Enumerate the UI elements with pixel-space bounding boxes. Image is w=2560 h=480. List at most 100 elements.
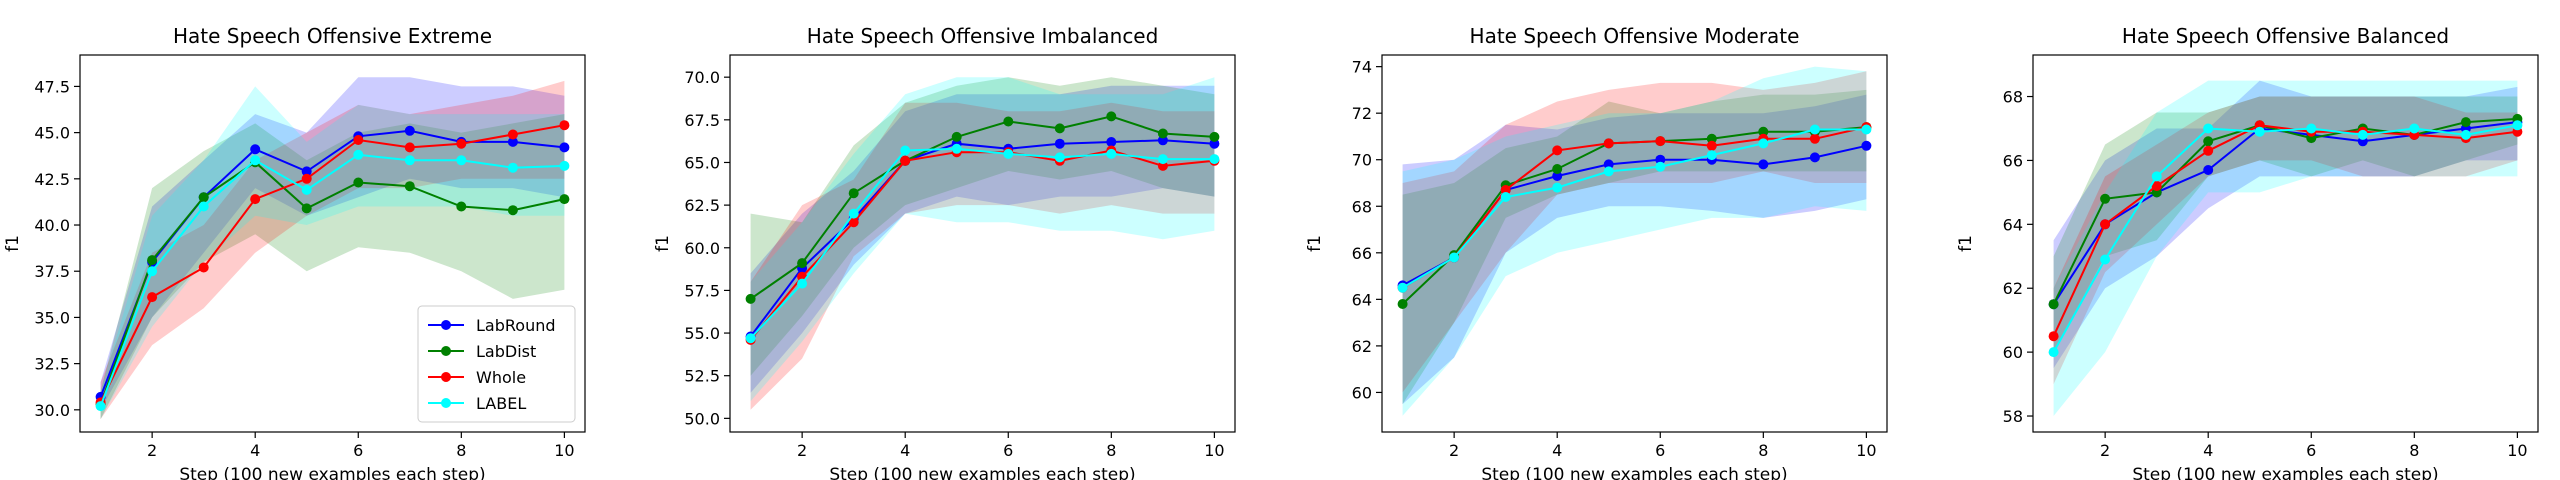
data-point-label (1500, 192, 1511, 202)
data-point-labdist (2048, 299, 2059, 310)
band-labdist (1402, 89, 1867, 405)
band-label (750, 77, 1215, 402)
legend-marker-labround (441, 320, 451, 330)
data-point-labdist (404, 181, 415, 192)
data-point-labdist (1003, 116, 1014, 127)
data-point-label (250, 155, 261, 166)
data-point-label (2460, 129, 2471, 140)
data-point-labround (1809, 152, 1820, 163)
data-point-label (456, 155, 467, 166)
data-point-label (301, 184, 312, 195)
data-point-labround (559, 142, 570, 153)
x-axis-label: Step (100 new examples each step) (2132, 465, 2438, 480)
y-tick-label: 60 (2003, 343, 2023, 362)
axes-frame (1381, 54, 1888, 433)
band-labround (1402, 94, 1867, 405)
data-point-whole (2203, 145, 2214, 156)
data-point-whole (2048, 331, 2059, 342)
y-tick-label: 72 (1352, 104, 1372, 123)
chart-title: Hate Speech Offensive Moderate (1470, 24, 1800, 48)
data-point-label (2254, 126, 2265, 137)
y-tick-label: 42.5 (34, 170, 70, 189)
band-whole (2053, 96, 2518, 385)
legend: LabRound LabDist Whole LABEL (417, 305, 576, 423)
data-point-labdist (1157, 128, 1168, 139)
data-point-labround (1054, 138, 1065, 149)
data-point-labround (1758, 159, 1769, 170)
x-tick-label: 10 (554, 441, 574, 460)
series-line-labdist (750, 115, 1215, 300)
legend-marker-label (441, 398, 451, 408)
legend-box (417, 305, 576, 423)
data-point-labround (1861, 140, 1872, 151)
data-point-label (2151, 171, 2162, 182)
data-point-label (951, 143, 962, 154)
y-tick-label: 70 (1352, 151, 1372, 170)
data-point-whole (1809, 133, 1820, 144)
data-point-labdist (198, 192, 209, 203)
y-tick-label: 74 (1352, 58, 1372, 77)
data-point-labround (250, 144, 261, 155)
chart-panel-1: 2 4 6 8 10 30.0 32.5 35.0 37.5 40.0 42.5 45.0 47.5 Ha… (3, 24, 586, 480)
x-axis-label: Step (100 new examples each step) (829, 465, 1135, 480)
data-point-whole (507, 129, 518, 140)
legend-label-labround: LabRound (476, 316, 556, 335)
axes-frame (729, 54, 1236, 433)
y-tick-label: 68 (1352, 197, 1372, 216)
data-point-label (2100, 254, 2111, 265)
x-tick-label: 2 (147, 441, 157, 460)
data-point-labround (2203, 165, 2214, 175)
x-axis-label: Step (100 new examples each step) (1481, 465, 1787, 480)
x-tick-label: 6 (1655, 441, 1665, 460)
series-line-label (749, 147, 1215, 339)
data-point-label (2409, 123, 2420, 134)
series-line-labdist (2052, 117, 2518, 305)
series-line-label (99, 153, 565, 407)
axes-frame (79, 54, 586, 433)
data-point-label (1809, 124, 1820, 135)
y-tick-label: 68 (2003, 88, 2023, 107)
x-tick-label: 6 (2306, 441, 2316, 460)
y-tick-label: 66 (1352, 244, 1372, 263)
series-line-whole (1402, 126, 1867, 289)
data-point-whole (1706, 140, 1717, 151)
data-point-labdist (1054, 123, 1065, 134)
data-point-label (353, 149, 364, 160)
data-point-labround (1106, 137, 1117, 147)
legend-marker-labdist (441, 346, 451, 356)
data-point-labdist (2100, 193, 2111, 204)
data-point-labdist (456, 201, 467, 212)
series-line-whole (99, 124, 565, 403)
x-tick-label: 4 (1552, 441, 1562, 460)
data-point-whole (353, 135, 364, 145)
data-point-label (2306, 123, 2317, 134)
band-whole (100, 80, 565, 420)
x-tick-label: 8 (456, 441, 466, 460)
data-point-whole (1552, 145, 1563, 156)
data-point-label (1655, 161, 1666, 172)
data-point-label (1157, 154, 1168, 165)
chart-panel-2: 2 4 6 8 10 50.0 52.5 55.0 57.5 60.0 62.5 65.0 67.5 70… (653, 24, 1236, 480)
data-point-label (1758, 138, 1769, 149)
y-tick-label: 45.0 (34, 124, 70, 143)
data-point-label (1706, 150, 1717, 161)
data-point-whole (147, 292, 158, 303)
data-point-label (1003, 148, 1014, 159)
data-point-labdist (301, 203, 312, 214)
data-point-label (2048, 347, 2059, 358)
y-tick-label: 60.0 (684, 239, 720, 258)
data-point-whole (1603, 138, 1614, 149)
y-tick-label: 50.0 (684, 409, 720, 428)
x-tick-label: 4 (900, 441, 910, 460)
data-point-labround (404, 125, 415, 136)
series-line-labround (749, 139, 1215, 338)
data-point-whole (404, 142, 415, 153)
data-point-labdist (1758, 126, 1769, 137)
data-point-labdist (797, 258, 808, 269)
data-point-label (1106, 148, 1117, 159)
data-point-whole (900, 155, 911, 166)
data-point-label (95, 401, 106, 412)
data-point-label (1209, 154, 1220, 165)
